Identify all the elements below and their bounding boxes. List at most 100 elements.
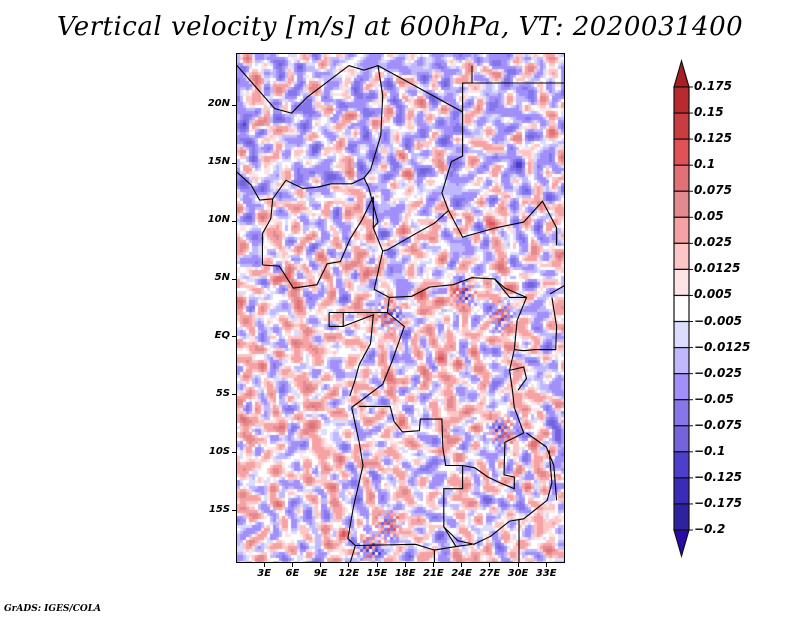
y-tick-mark <box>232 162 236 164</box>
x-tick-mark <box>461 563 463 567</box>
colorbar-swatch <box>673 477 690 505</box>
border-line <box>261 198 274 265</box>
colorbar-swatch <box>673 451 690 479</box>
colorbar-swatch <box>673 138 690 166</box>
country-borders <box>237 64 564 562</box>
x-tick-label: 21E <box>423 568 444 579</box>
border-line <box>351 312 405 408</box>
x-tick-mark <box>291 563 293 567</box>
colorbar-label: −0.125 <box>694 469 743 484</box>
colorbar-label: 0.075 <box>694 183 732 198</box>
border-line <box>349 545 356 562</box>
colorbar-label: 0.1 <box>694 157 716 172</box>
y-tick-label: EQ <box>214 329 230 341</box>
colorbar-swatch <box>673 164 690 192</box>
border-line <box>347 407 473 551</box>
y-tick-label: 5S <box>215 387 230 399</box>
border-line <box>328 312 344 327</box>
vertical-velocity-field <box>237 54 564 562</box>
x-tick-label: 6E <box>285 568 300 579</box>
y-tick-mark <box>232 394 236 396</box>
x-tick-label: 12E <box>338 568 360 579</box>
border-line <box>514 297 558 352</box>
colorbar-label: 0.05 <box>694 209 724 224</box>
border-line <box>443 450 553 545</box>
colorbar-label: −0.005 <box>694 313 743 328</box>
colorbar-swatch <box>673 190 690 218</box>
colorbar-label: −0.1 <box>694 443 726 458</box>
border-line <box>526 432 558 501</box>
colorbar-label: −0.175 <box>694 495 743 510</box>
colorbar-swatch <box>673 294 690 323</box>
x-tick-label: 27E <box>479 568 501 579</box>
y-tick-mark <box>232 104 236 106</box>
border-line <box>389 277 527 298</box>
colorbar-label: 0.025 <box>694 235 732 250</box>
x-tick-mark <box>489 563 491 567</box>
x-tick-label: 33E <box>535 568 557 579</box>
x-tick-label: 15E <box>366 568 388 579</box>
border-line <box>262 196 374 289</box>
y-tick-label: 20N <box>207 98 230 110</box>
x-tick-label: 30E <box>507 568 529 579</box>
colorbar-label: −0.2 <box>694 522 726 536</box>
y-tick-label: 5N <box>214 272 230 284</box>
border-line <box>237 64 464 252</box>
colorbar-swatch <box>673 346 690 375</box>
x-tick-mark <box>545 563 547 567</box>
colorbar-extend-max <box>673 58 690 88</box>
x-tick-label: 3E <box>257 568 272 579</box>
colorbar-swatch <box>673 86 690 114</box>
y-tick-label: 15S <box>208 503 230 515</box>
colorbar-swatch <box>673 216 690 244</box>
chart-title: Vertical velocity [m/s] at 600hPa, VT: 2… <box>56 12 744 42</box>
colorbar-label: −0.025 <box>694 365 743 380</box>
y-tick-mark <box>232 510 236 512</box>
y-tick-mark <box>232 278 236 280</box>
colorbar-extend-min <box>673 529 690 559</box>
border-line <box>462 82 564 112</box>
colorbar-label: −0.05 <box>694 391 734 406</box>
border-line <box>509 366 528 391</box>
colorbar-label: −0.075 <box>694 417 743 432</box>
y-tick-label: 10S <box>208 445 230 457</box>
y-tick-mark <box>232 220 236 222</box>
colorbar-swatch <box>673 268 690 297</box>
colorbar-swatch <box>673 399 690 427</box>
colorbar-label: 0.125 <box>694 131 732 146</box>
colorbar-label: 0.0125 <box>694 261 741 276</box>
border-line <box>462 432 524 490</box>
y-tick-mark <box>232 336 236 338</box>
colorbar-swatch <box>673 112 690 140</box>
colorbar-swatch <box>673 373 690 401</box>
x-tick-mark <box>432 563 434 567</box>
x-tick-mark <box>404 563 406 567</box>
colorbar-swatch <box>673 320 690 349</box>
x-tick-label: 18E <box>394 568 416 579</box>
colorbar-swatch <box>673 425 690 453</box>
x-tick-label: 9E <box>313 568 328 579</box>
x-tick-mark <box>376 563 378 567</box>
map-plot-area <box>236 53 565 563</box>
colorbar-swatch <box>673 503 690 531</box>
x-tick-label: 24E <box>451 568 472 579</box>
x-tick-mark <box>263 563 265 567</box>
colorbar-label: −0.0125 <box>694 339 751 354</box>
border-line <box>343 313 374 397</box>
x-tick-mark <box>348 563 350 567</box>
colorbar-label: 0.005 <box>694 287 732 302</box>
border-line <box>448 200 558 246</box>
border-line <box>359 405 464 547</box>
colorbar-swatch <box>673 242 690 271</box>
colorbar-label: 0.15 <box>694 105 724 120</box>
border-line <box>549 285 564 295</box>
y-tick-label: 15N <box>207 156 230 168</box>
y-tick-mark <box>232 452 236 454</box>
grads-credit: GrADS: IGES/COLA <box>4 604 102 614</box>
x-tick-mark <box>517 563 519 567</box>
x-tick-mark <box>320 563 322 567</box>
border-line <box>363 65 384 179</box>
y-tick-label: 10N <box>207 214 230 226</box>
colorbar-label: 0.175 <box>694 79 732 93</box>
